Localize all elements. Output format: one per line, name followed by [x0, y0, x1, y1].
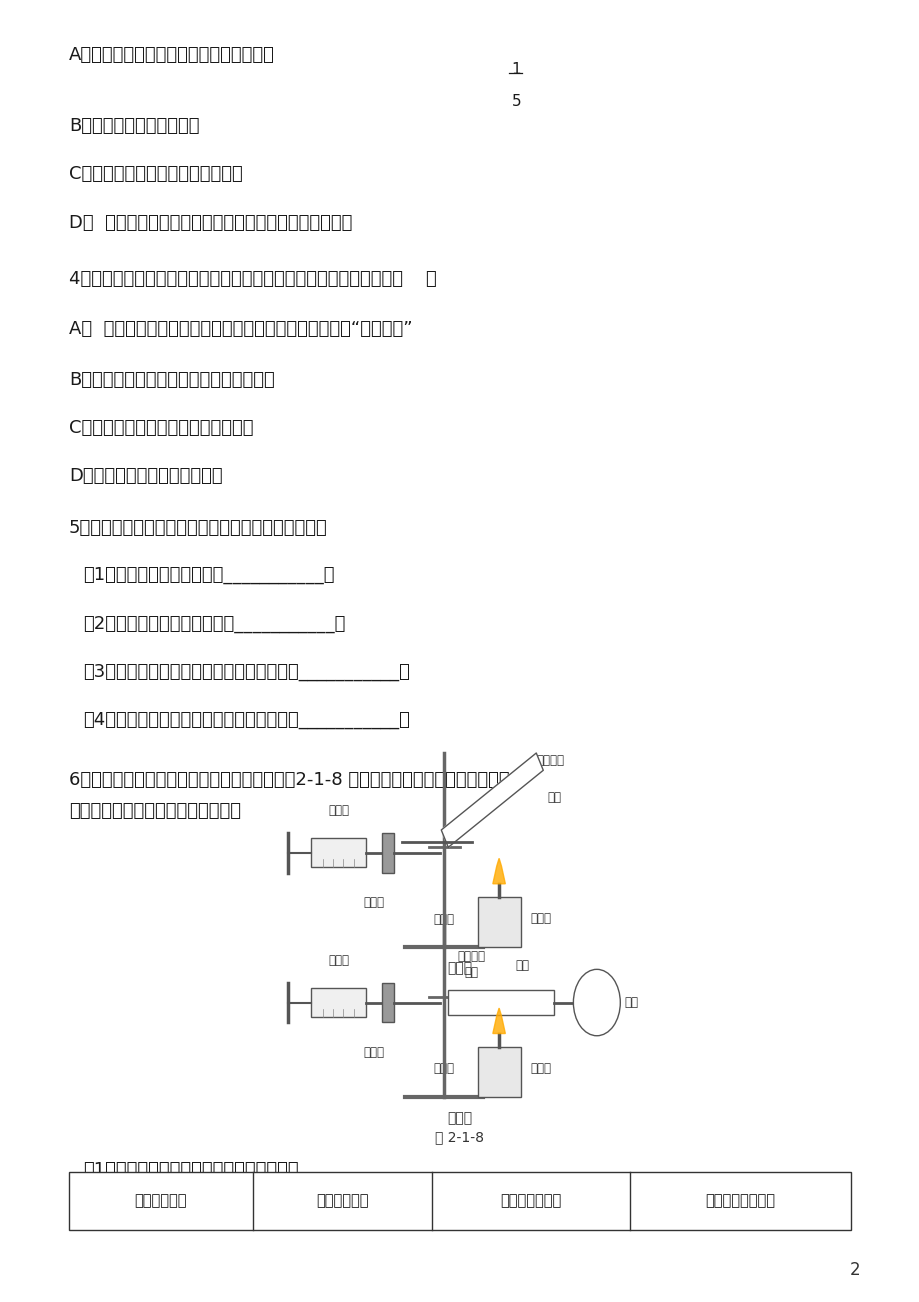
Bar	[311, 988, 366, 1017]
Text: B．氮气化学性质不活泼，可用于食品防腐: B．氮气化学性质不活泼，可用于食品防腐	[69, 371, 275, 389]
Text: A．该实验证明空气中氧气的体积含量约为: A．该实验证明空气中氧气的体积含量约为	[69, 46, 275, 64]
Text: 橡皮塞: 橡皮塞	[363, 1046, 384, 1059]
Text: 装置二: 装置二	[447, 1111, 472, 1125]
Bar	[381, 983, 394, 1022]
Bar	[311, 838, 366, 867]
Text: 实验测得空气中氧: 实验测得空气中氧	[705, 1194, 775, 1208]
Text: 铁架台: 铁架台	[434, 913, 454, 926]
Text: 6［提高题］实验是科学探究的重要方法。如图2-1-8 是测定空气中氧气含量实验的两套: 6［提高题］实验是科学探究的重要方法。如图2-1-8 是测定空气中氧气含量实验的…	[69, 771, 509, 789]
Text: 反应前注射器: 反应前注射器	[316, 1194, 369, 1208]
Text: D．稀有气体没有任何使用价値: D．稀有气体没有任何使用价値	[69, 467, 222, 486]
Text: 装置图，请结合图示回答有关问题。: 装置图，请结合图示回答有关问题。	[69, 802, 241, 820]
Text: C．实验前一定要检查装置的气密性: C．实验前一定要检查装置的气密性	[69, 165, 243, 184]
Text: 装置一: 装置一	[447, 961, 472, 975]
Text: 图 2-1-8: 图 2-1-8	[435, 1130, 484, 1144]
Text: 禄管: 禄管	[464, 966, 478, 979]
Text: 2: 2	[848, 1260, 859, 1279]
Text: 橡皮塞: 橡皮塞	[363, 896, 384, 909]
Text: C．氮气是制造确酸和氮肆的重要原料: C．氮气是制造确酸和氮肆的重要原料	[69, 419, 254, 437]
Text: （1）根据下表提供的实验数据，完成下表。: （1）根据下表提供的实验数据，完成下表。	[83, 1161, 298, 1180]
Text: 铜粉: 铜粉	[547, 792, 562, 805]
Text: 具支试管: 具支试管	[536, 754, 564, 767]
Text: B．实验时红磷一定要过量: B．实验时红磷一定要过量	[69, 117, 199, 135]
Bar	[477, 897, 520, 947]
Text: 5: 5	[511, 94, 520, 109]
Bar	[477, 1047, 520, 1096]
Text: 注射器: 注射器	[328, 805, 349, 818]
Bar	[381, 833, 394, 872]
Polygon shape	[493, 858, 505, 884]
Polygon shape	[493, 1008, 505, 1034]
Text: （2）空气是制氮肆的原料之一___________。: （2）空气是制氮肆的原料之一___________。	[83, 615, 345, 633]
Text: A．  空气中的稀有气体一般不跟其他物质反应，曾被称为“惰性气体”: A． 空气中的稀有气体一般不跟其他物质反应，曾被称为“惰性气体”	[69, 320, 413, 339]
Bar	[69, 1172, 850, 1230]
Text: 铁架台: 铁架台	[434, 1062, 454, 1075]
Circle shape	[573, 969, 619, 1036]
Text: 酒精灯: 酒精灯	[530, 911, 550, 924]
Bar	[448, 991, 553, 1014]
Text: （3）澄清石灰水敌口久置于空气中会变浑测___________。: （3）澄清石灰水敌口久置于空气中会变浑测___________。	[83, 663, 409, 681]
Text: 硬质玻璃: 硬质玻璃	[458, 950, 485, 963]
Text: 气球: 气球	[623, 996, 638, 1009]
Text: 5［基础题］下列实验事实说明空气中含有哪些成分？: 5［基础题］下列实验事实说明空气中含有哪些成分？	[69, 519, 327, 538]
Text: D．  红磷燃烧产生大量白雾，火焰息灯后立就打开弹簧夹: D． 红磷燃烧产生大量白雾，火焰息灯后立就打开弹簧夹	[69, 214, 352, 232]
Text: 4［基础题］空气是一种宝贵的自然资源。下列有关说法不正确的是（    ）: 4［基础题］空气是一种宝贵的自然资源。下列有关说法不正确的是（ ）	[69, 270, 437, 288]
Text: 1: 1	[511, 62, 520, 78]
Text: 铜粉: 铜粉	[515, 960, 528, 973]
Text: 注射器: 注射器	[328, 954, 349, 967]
Text: 酒精灯: 酒精灯	[530, 1061, 550, 1074]
Text: 反应后注射器中: 反应后注射器中	[500, 1194, 562, 1208]
Text: 硬质玻璃管中: 硬质玻璃管中	[134, 1194, 187, 1208]
Text: （4）冰饮料瓶放在空气中片刻后外壁有水珠___________。: （4）冰饮料瓶放在空气中片刻后外壁有水珠___________。	[83, 711, 409, 729]
Polygon shape	[441, 753, 543, 848]
Text: （1）可燃物能在空气中燃烧___________。: （1）可燃物能在空气中燃烧___________。	[83, 566, 334, 585]
